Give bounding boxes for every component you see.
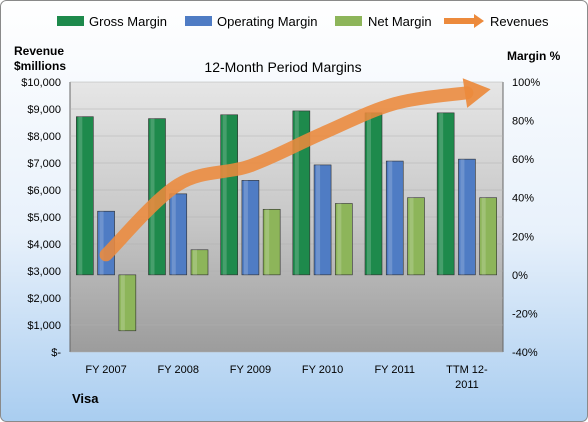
legend-arrow-revenues <box>444 14 484 28</box>
legend-label-revenues: Revenues <box>490 14 549 29</box>
bar-highlight <box>388 161 393 275</box>
left-tick-label: $9,000 <box>27 104 61 116</box>
left-tick-label: $10,000 <box>21 77 61 89</box>
legend-swatch-gross-margin <box>57 16 84 26</box>
bar-net-margin <box>479 197 497 276</box>
legend-item-gross-margin: Gross Margin <box>57 14 167 29</box>
right-axis-ticks: -40% -20% 0% 20% 40% 60% 80% 100% <box>512 77 540 359</box>
bar-highlight <box>294 110 299 275</box>
bar-highlight <box>150 118 155 275</box>
right-tick-label: 60% <box>512 154 534 166</box>
legend: Gross Margin Operating Margin Net Margin… <box>57 14 549 29</box>
bar-highlight <box>171 193 176 275</box>
left-tick-label: $2,000 <box>27 293 61 305</box>
bar-highlight <box>439 112 444 275</box>
bar-highlight <box>99 211 104 275</box>
legend-item-revenues: Revenues <box>444 14 549 29</box>
bar-highlight <box>265 209 270 275</box>
bar-highlight <box>316 164 321 275</box>
bar-highlight <box>78 116 83 275</box>
right-tick-label: 80% <box>512 116 534 128</box>
category-label: FY 2007 <box>85 364 126 376</box>
left-tick-label: $4,000 <box>27 239 61 251</box>
bar-operating-margin <box>313 164 332 276</box>
left-axis-label-line1: Revenue <box>14 44 64 58</box>
chart-title: 12-Month Period Margins <box>204 59 361 75</box>
bar-operating-margin <box>385 160 404 276</box>
left-tick-label: $- <box>51 347 61 359</box>
right-axis-label: Margin % <box>507 49 561 63</box>
category-label: FY 2011 <box>374 364 415 376</box>
bar-gross-margin <box>436 112 455 276</box>
right-tick-label: -20% <box>512 308 538 320</box>
bar-highlight <box>460 159 465 275</box>
left-tick-label: $7,000 <box>27 158 61 170</box>
bar-net-margin <box>118 274 137 332</box>
right-tick-label: 100% <box>512 77 540 89</box>
bar-highlight <box>367 112 371 275</box>
bar-highlight <box>222 114 227 275</box>
bar-gross-margin <box>220 114 238 276</box>
bar-highlight <box>409 197 414 275</box>
legend-label-operating-margin: Operating Margin <box>217 14 317 29</box>
bar-net-margin <box>190 249 209 276</box>
revenue-line-layer <box>99 78 491 262</box>
category-label: FY 2009 <box>230 364 271 376</box>
right-tick-label: -40% <box>512 347 538 359</box>
category-label: 2011 <box>455 379 479 391</box>
revenue-arrowhead <box>462 78 491 108</box>
company-label: Visa <box>72 391 99 406</box>
category-label: TTM 12- <box>446 364 488 376</box>
left-tick-label: $6,000 <box>27 185 61 197</box>
legend-swatch-net-margin <box>335 16 362 26</box>
legend-item-operating-margin: Operating Margin <box>185 14 317 29</box>
category-labels: FY 2007 FY 2008 FY 2009 FY 2010 FY 2011 TTM 1… <box>85 364 488 391</box>
bar-highlight <box>193 249 197 275</box>
bar-highlight <box>243 180 248 275</box>
left-tick-label: $3,000 <box>27 266 61 278</box>
category-label: FY 2010 <box>302 364 343 376</box>
bar-net-margin <box>335 203 353 276</box>
revenue-line <box>99 86 474 262</box>
left-tick-label: $8,000 <box>27 131 61 143</box>
bar-operating-margin <box>169 193 188 276</box>
legend-swatch-operating-margin <box>185 16 212 26</box>
left-tick-label: $1,000 <box>27 320 61 332</box>
legend-label-gross-margin: Gross Margin <box>89 14 167 29</box>
right-tick-label: 20% <box>512 231 534 243</box>
left-axis-label-line2: $millions <box>14 59 66 73</box>
bar-highlight <box>120 274 125 331</box>
bar-net-margin <box>262 208 281 276</box>
left-tick-label: $5,000 <box>27 212 61 224</box>
right-tick-label: 0% <box>512 270 528 282</box>
bar-highlight <box>337 203 342 275</box>
legend-label-net-margin: Net Margin <box>368 14 432 29</box>
category-label: FY 2008 <box>158 364 199 376</box>
left-axis-ticks: $- $1,000 $2,000 $3,000 $4,000 $5,000 $6,000 $7… <box>21 77 61 359</box>
bar-net-margin <box>407 197 425 276</box>
bar-gross-margin <box>76 116 94 276</box>
bar-operating-margin <box>458 158 476 276</box>
right-tick-label: 40% <box>512 193 534 205</box>
bar-operating-margin <box>241 180 260 276</box>
bar-highlight <box>481 197 486 275</box>
legend-item-net-margin: Net Margin <box>335 14 432 29</box>
